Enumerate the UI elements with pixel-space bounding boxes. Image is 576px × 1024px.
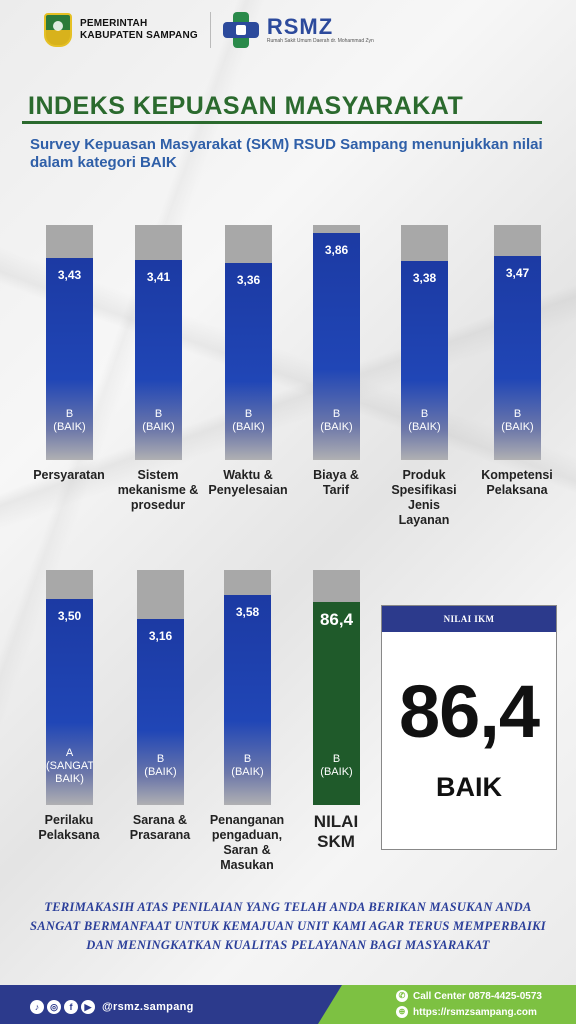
bar-grade-label: B (BAIK) <box>232 408 265 433</box>
tiktok-icon[interactable]: ♪ <box>30 1000 44 1014</box>
social-handle[interactable]: @rsmz.sampang <box>102 1001 194 1013</box>
bar-5: 3,47 B (BAIK) <box>494 225 541 460</box>
page-title: INDEKS KEPUASAN MASYARAKAT <box>28 92 464 120</box>
category-label-1: Sistem mekanisme & prosedur <box>117 468 199 512</box>
title-underline <box>22 121 542 124</box>
bar-value-label: 3,50 <box>57 609 82 623</box>
nilai-ikm-header: NILAI IKM <box>382 606 556 632</box>
bar-fill <box>313 233 360 460</box>
bar-fill <box>494 256 541 460</box>
kabupaten-crest-logo <box>44 13 72 47</box>
nilai-ikm-card: NILAI IKM 86,4 BAIK <box>381 605 557 850</box>
bar-value-label: 3,38 <box>412 271 437 285</box>
bar-grade-label: B (BAIK) <box>231 753 264 778</box>
bar-value-label: 3,86 <box>324 243 349 257</box>
bar-fill <box>225 263 272 460</box>
bar-fill <box>135 260 182 460</box>
bar-fill <box>137 619 184 805</box>
bar-fill <box>313 602 360 805</box>
bar-value-label: 3,16 <box>148 629 173 643</box>
bar-3: 3,86 B (BAIK) <box>313 225 360 460</box>
category-label-0: Persyaratan <box>33 468 105 482</box>
social-links: ♪ ◎ f ▶ @rsmz.sampang <box>30 1000 194 1014</box>
category-label-5: Kompetensi Pelaksana <box>481 468 553 497</box>
footer-green-panel <box>318 985 576 1024</box>
bar-grade-label: B (BAIK) <box>320 753 353 778</box>
nilai-ikm-category: BAIK <box>436 772 502 802</box>
bar-fill <box>46 258 93 460</box>
call-center[interactable]: ✆ Call Center 0878-4425-0573 <box>396 990 542 1002</box>
gov-line-2: KABUPATEN SAMPANG <box>80 30 198 41</box>
call-center-text: Call Center 0878-4425-0573 <box>413 990 542 1002</box>
facebook-icon[interactable]: f <box>64 1000 78 1014</box>
bar-value-label: 3,41 <box>146 270 171 284</box>
bar-6: 3,50 A (SANGAT BAIK) <box>46 570 93 805</box>
bar-value-label: 3,58 <box>235 605 260 619</box>
nilai-skm-bar: 86,4 B (BAIK) <box>313 570 360 805</box>
bar-grade-label: B (BAIK) <box>501 408 534 433</box>
bar-4: 3,38 B (BAIK) <box>401 225 448 460</box>
nilai-ikm-value: 86,4 <box>398 670 540 753</box>
bar-value-label: 3,36 <box>236 273 261 287</box>
gov-line-1: PEMERINTAH <box>80 18 148 29</box>
youtube-icon[interactable]: ▶ <box>81 1000 95 1014</box>
bar-fill <box>401 261 448 460</box>
thank-you-message: TERIMAKASIH ATAS PENILAIAN YANG TELAH AN… <box>30 900 546 952</box>
bar-value-label: 86,4 <box>319 610 354 629</box>
government-name: PEMERINTAH KABUPATEN SAMPANG <box>80 18 198 42</box>
website-text: https://rsmzsampang.com <box>413 1006 537 1018</box>
page-subtitle: Survey Kepuasan Masyarakat (SKM) RSUD Sa… <box>30 136 543 171</box>
category-label-6: Perilaku Pelaksana <box>38 813 100 842</box>
bar-value-label: 3,47 <box>505 266 530 280</box>
bar-grade-label: B (BAIK) <box>144 753 177 778</box>
category-label-7: Sarana & Prasarana <box>129 813 191 842</box>
nilai-skm-label: NILAI SKM <box>313 812 359 851</box>
bar-grade-label: B (BAIK) <box>320 408 353 433</box>
bar-grade-label: B (BAIK) <box>142 408 175 433</box>
bar-fill <box>224 595 271 805</box>
bar-grade-label: A (SANGAT BAIK) <box>46 747 93 785</box>
bar-7: 3,16 B (BAIK) <box>137 570 184 805</box>
category-label-8: Penanganan pengaduan, Saran & Masukan <box>209 813 285 872</box>
bar-8: 3,58 B (BAIK) <box>224 570 271 805</box>
category-label-2: Waktu & Penyelesaian <box>208 468 288 497</box>
website-link[interactable]: ⊕ https://rsmzsampang.com <box>396 1006 537 1018</box>
rsmz-wordmark: RSMZ Rumah Sakit Umum Daerah dr. Mohamma… <box>266 13 374 45</box>
phone-icon: ✆ <box>396 990 408 1002</box>
bar-0: 3,43 B (BAIK) <box>46 225 93 460</box>
bar-2: 3,36 B (BAIK) <box>225 225 272 460</box>
category-label-4: Produk Spesifikasi Jenis Layanan <box>391 468 457 527</box>
rsmz-cross-logo <box>221 10 261 50</box>
rsmz-name: RSMZ <box>266 13 334 39</box>
bar-fill <box>46 599 93 805</box>
bar-grade-label: B (BAIK) <box>408 408 441 433</box>
category-label-3: Biaya & Tarif <box>313 468 359 497</box>
header: PEMERINTAH KABUPATEN SAMPANG RSMZ Rumah … <box>44 8 374 52</box>
globe-icon: ⊕ <box>396 1006 408 1018</box>
bar-value-label: 3,43 <box>57 268 82 282</box>
rsmz-subtitle: Rumah Sakit Umum Daerah dr. Mohammad Zyn <box>266 37 374 44</box>
bar-1: 3,41 B (BAIK) <box>135 225 182 460</box>
instagram-icon[interactable]: ◎ <box>47 1000 61 1014</box>
bar-grade-label: B (BAIK) <box>53 408 86 433</box>
header-divider <box>209 12 211 48</box>
